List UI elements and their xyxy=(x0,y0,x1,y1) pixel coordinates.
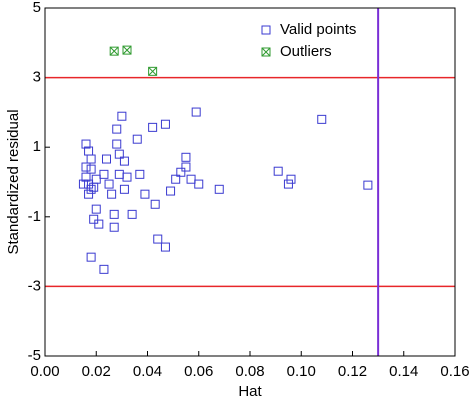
point xyxy=(153,234,163,244)
x-tick-label: 0.04 xyxy=(133,363,162,380)
legend-label: Valid points xyxy=(280,21,356,38)
plot-frame xyxy=(44,7,456,357)
point xyxy=(214,184,224,194)
point xyxy=(119,156,129,166)
point xyxy=(107,189,117,199)
point xyxy=(89,182,99,192)
x-tick-label: 0.12 xyxy=(338,363,367,380)
point xyxy=(102,154,111,164)
y-tick-label: -3 xyxy=(28,277,41,294)
point xyxy=(150,199,160,209)
point xyxy=(273,166,283,176)
point xyxy=(171,174,181,184)
y-tick-label: -5 xyxy=(28,347,41,364)
point xyxy=(148,122,158,132)
point xyxy=(89,214,99,224)
x-tick-label: 0.02 xyxy=(82,363,111,380)
point xyxy=(160,242,170,252)
point-cross xyxy=(148,66,157,76)
point xyxy=(81,139,91,149)
point-cross xyxy=(261,47,271,57)
y-tick-label: 1 xyxy=(33,138,41,155)
point xyxy=(109,46,119,56)
point xyxy=(283,179,293,189)
point xyxy=(194,179,204,189)
point xyxy=(135,169,145,179)
y-tick-label: -1 xyxy=(28,208,41,225)
point xyxy=(112,139,122,149)
point xyxy=(84,189,94,199)
point xyxy=(148,66,158,76)
x-tick-label: 0.08 xyxy=(235,363,264,380)
point xyxy=(127,209,137,219)
x-tick-label: 0.10 xyxy=(287,363,316,380)
point xyxy=(181,152,191,162)
point xyxy=(114,169,124,179)
point xyxy=(363,180,373,190)
point xyxy=(191,107,201,117)
point xyxy=(78,179,88,189)
point xyxy=(286,174,296,184)
point xyxy=(99,264,109,274)
point xyxy=(91,174,101,184)
point xyxy=(119,184,129,194)
point xyxy=(99,169,109,179)
point xyxy=(122,45,132,55)
point xyxy=(109,209,119,219)
point xyxy=(176,167,186,177)
y-tick-label: 3 xyxy=(33,69,41,86)
point xyxy=(112,124,122,134)
x-tick-label: 0.16 xyxy=(440,363,469,380)
point xyxy=(104,179,114,189)
point xyxy=(86,184,96,194)
point xyxy=(86,154,96,164)
point xyxy=(81,172,91,182)
point xyxy=(160,119,170,129)
point xyxy=(114,149,124,159)
point xyxy=(140,189,150,199)
point xyxy=(84,179,94,189)
point-cross xyxy=(122,45,132,55)
point xyxy=(261,47,271,57)
point xyxy=(86,164,96,174)
point-cross xyxy=(109,46,119,56)
x-tick-label: 0.14 xyxy=(389,363,418,380)
point xyxy=(117,111,127,121)
point xyxy=(317,114,327,124)
point xyxy=(86,252,96,262)
point xyxy=(186,174,196,184)
legend-label: Outliers xyxy=(280,43,332,60)
point xyxy=(261,25,271,35)
x-axis-label: Hat xyxy=(238,383,262,400)
point xyxy=(91,204,101,214)
y-axis-label: Standardized residual xyxy=(5,109,22,254)
point xyxy=(122,172,132,182)
y-tick-label: 5 xyxy=(33,0,41,16)
x-tick-label: 0.00 xyxy=(30,363,59,380)
point xyxy=(132,134,142,144)
point xyxy=(166,186,176,196)
point xyxy=(109,222,119,232)
point xyxy=(94,219,104,229)
x-tick-label: 0.06 xyxy=(184,363,213,380)
point xyxy=(81,162,91,172)
point xyxy=(181,162,191,172)
